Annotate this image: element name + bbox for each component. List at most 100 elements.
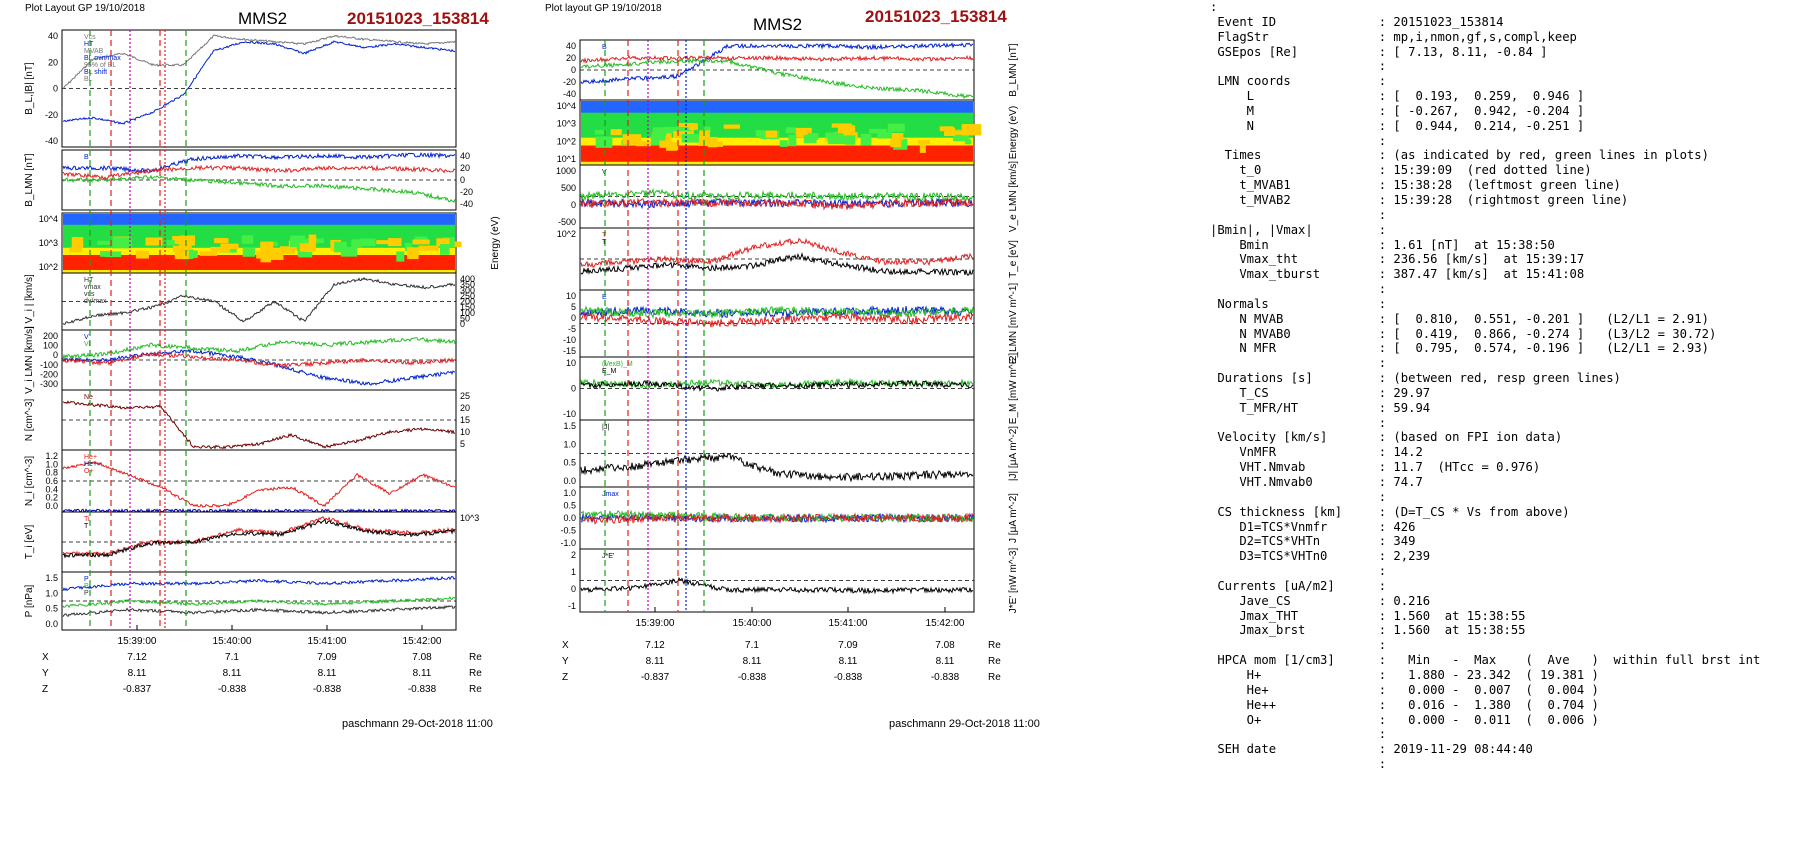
summary-line: Jmax_THT : 1.560 at 15:38:55 bbox=[1239, 608, 1526, 623]
spectrogram-patch bbox=[673, 126, 692, 135]
coord-label: Y bbox=[562, 656, 569, 667]
y-tick-label: -40 bbox=[563, 89, 576, 99]
y-tick-label: 10 bbox=[566, 358, 576, 368]
left-event: 20151023_153814 bbox=[347, 9, 489, 28]
summary-line: Currents [uA/m2] : bbox=[1217, 578, 1387, 593]
panel-spec: 10^4 10^3 10^2 Energy (eV) bbox=[39, 212, 501, 274]
y-tick-label: 0.8 bbox=[45, 468, 58, 478]
spectrogram-patch bbox=[220, 243, 239, 250]
y-tick-label: 20 bbox=[48, 57, 58, 67]
spectrogram-patch bbox=[199, 251, 218, 256]
x-tick-label: 15:40:00 bbox=[733, 618, 772, 629]
coord-unit: Re bbox=[469, 652, 482, 663]
spectrogram-patch bbox=[779, 140, 788, 147]
coord-unit: Re bbox=[469, 684, 482, 695]
y-tick-label: 350 bbox=[460, 280, 475, 290]
y-tick-label: 0.0 bbox=[45, 501, 58, 511]
series-line bbox=[62, 575, 456, 592]
y-tick-label: -20 bbox=[563, 77, 576, 87]
spectrogram-patch bbox=[387, 238, 402, 247]
series-line bbox=[580, 187, 974, 203]
spectrogram-patch bbox=[807, 133, 819, 140]
legend-entry: |J| bbox=[602, 424, 609, 431]
x-tick-label: 15:40:00 bbox=[213, 636, 252, 647]
panel-je: 2 1 0 -1 J*E' [nW m^-3] J*E' bbox=[568, 548, 1019, 614]
y-tick-label: 10 bbox=[460, 427, 470, 437]
series-line bbox=[580, 305, 974, 319]
summary-line: GSEpos [Re] : [ 7.13, 8.11, -0.84 ] bbox=[1217, 44, 1548, 59]
y-tick-label: -1 bbox=[568, 601, 576, 611]
legend-entry: Ne bbox=[84, 394, 93, 401]
y-tick-label: 1.0 bbox=[563, 488, 576, 498]
y-tick-label: 0 bbox=[571, 384, 576, 394]
summary-line: |Bmin|, |Vmax| : bbox=[1210, 222, 1387, 237]
spectrogram-patch bbox=[842, 134, 854, 144]
spectrogram-band bbox=[63, 255, 455, 270]
x-tick-label: 15:41:00 bbox=[308, 636, 347, 647]
y-axis-label: E_LMN [mV m^-1] bbox=[1008, 283, 1019, 365]
coord-value: 8.11 bbox=[318, 668, 337, 679]
summary-line: He++ : 0.016 - 1.380 ( 0.704 ) bbox=[1246, 697, 1599, 712]
series-line bbox=[62, 516, 456, 558]
spectrogram-patch bbox=[890, 139, 902, 148]
coord-value: -0.838 bbox=[738, 672, 767, 683]
y-tick-label: 100 bbox=[43, 341, 58, 351]
legend-entry: vmax bbox=[84, 284, 101, 291]
y-tick-label: 0.0 bbox=[563, 476, 576, 486]
y-axis-label: V_e LMN [km/s] bbox=[1008, 161, 1019, 232]
legend-entry: HT bbox=[84, 277, 94, 284]
y-tick-label: 200 bbox=[43, 331, 58, 341]
y-tick-label: -500 bbox=[558, 217, 576, 227]
series-line bbox=[62, 605, 456, 618]
summary-line: HPCA mom [1/cm3] : Min - Max ( Ave ) wit… bbox=[1217, 653, 1761, 668]
y-axis-label: | V_i | [km/s] bbox=[24, 274, 35, 329]
y-tick-label: 0 bbox=[53, 350, 58, 360]
y-tick-label: 40 bbox=[460, 151, 470, 161]
y-tick-label: 5 bbox=[460, 439, 465, 449]
spectrogram-patch bbox=[290, 235, 306, 248]
summary-line: FlagStr : mp,i,nmon,gf,s,compl,keep bbox=[1217, 29, 1577, 44]
summary-line: : bbox=[1378, 727, 1387, 742]
y-tick-label: -40 bbox=[45, 136, 58, 146]
y-tick-label: 10^1 bbox=[557, 154, 576, 164]
coord-label: Y bbox=[42, 668, 49, 679]
y-tick-label: 10^3 bbox=[460, 513, 479, 523]
panel-p: 1.5 1.0 0.5 0.0 P [nPa] PPP bbox=[24, 571, 457, 631]
spectrogram-patch bbox=[71, 237, 84, 249]
y-tick-label: 0 bbox=[460, 175, 465, 185]
coord-value: 8.11 bbox=[936, 656, 955, 667]
coord-value: 7.1 bbox=[225, 652, 239, 663]
spectrogram-patch bbox=[166, 240, 175, 246]
spectrogram-patch bbox=[308, 234, 317, 245]
spectrogram-patch bbox=[622, 134, 642, 145]
y-tick-label: -200 bbox=[40, 369, 58, 379]
summary-line: He+ : 0.000 - 0.007 ( 0.004 ) bbox=[1246, 682, 1599, 697]
y-tick-label: 50 bbox=[460, 313, 470, 323]
y-tick-label: -1.0 bbox=[560, 538, 576, 548]
spectrogram-patch bbox=[260, 241, 274, 251]
spectrogram-patch bbox=[189, 250, 198, 259]
y-tick-label: -20 bbox=[460, 187, 473, 197]
legend-entry: dv/max bbox=[84, 298, 107, 305]
coord-value: 7.09 bbox=[317, 652, 337, 663]
event-summary: : Event ID : 20151023_153814 FlagStr : m… bbox=[1210, 0, 1804, 841]
spectrogram-patch bbox=[210, 246, 231, 253]
spectrogram-patch bbox=[831, 123, 852, 128]
series-line bbox=[62, 337, 456, 360]
summary-line: : bbox=[1378, 356, 1387, 371]
coord-value: 8.11 bbox=[839, 656, 858, 667]
spectrogram-patch bbox=[723, 124, 740, 129]
summary-line: : bbox=[1378, 638, 1387, 653]
spectrogram-patch bbox=[271, 251, 278, 259]
spectrogram-patch bbox=[214, 238, 229, 244]
coord-value: -0.838 bbox=[313, 684, 342, 695]
middle-header: Plot layout GP 19/10/2018 bbox=[545, 3, 662, 14]
summary-line: N MFR : [ 0.795, 0.574, -0.196 ] (L2/L1 … bbox=[1239, 341, 1709, 356]
x-tick-label: 15:41:00 bbox=[829, 618, 868, 629]
spectrogram-patch bbox=[688, 123, 698, 130]
y-axis-label: Energy (eV) bbox=[490, 216, 501, 269]
y-tick-label: 0.0 bbox=[563, 513, 576, 523]
y-axis-label: B_LMN [nT] bbox=[1008, 43, 1019, 97]
legend-entry: 95% of BL bbox=[84, 62, 116, 69]
spectrogram-band bbox=[63, 214, 455, 225]
